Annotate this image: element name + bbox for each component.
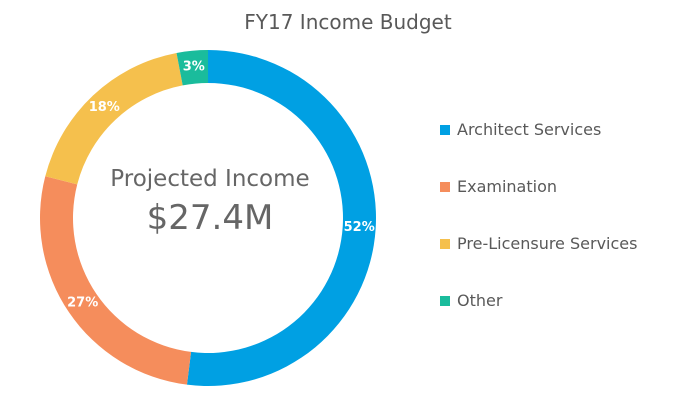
slice-label: 27% bbox=[67, 296, 98, 311]
legend-label: Pre-Licensure Services bbox=[457, 234, 638, 253]
slice-pre-licensure-services bbox=[45, 52, 183, 185]
chart-title: FY17 Income Budget bbox=[244, 10, 452, 34]
legend-label: Examination bbox=[457, 177, 558, 196]
slice-other bbox=[176, 50, 208, 86]
legend-swatch bbox=[440, 239, 450, 249]
center-value: $27.4M bbox=[146, 198, 274, 238]
slice-architect-services bbox=[186, 49, 377, 386]
legend-swatch bbox=[440, 125, 450, 135]
legend-item-examination: Examination bbox=[440, 175, 690, 232]
legend-item-pre-licensure-services: Pre-Licensure Services bbox=[440, 232, 690, 289]
legend-item-architect-services: Architect Services bbox=[440, 118, 690, 175]
slice-label: 18% bbox=[89, 100, 120, 115]
legend-swatch bbox=[440, 296, 450, 306]
slice-label: 52% bbox=[344, 220, 375, 235]
slice-label: 3% bbox=[183, 60, 205, 75]
legend: Architect Services Examination Pre-Licen… bbox=[440, 118, 690, 346]
legend-item-other: Other bbox=[440, 289, 690, 346]
center-label: Projected Income bbox=[110, 166, 310, 192]
center-summary: Projected Income $27.4M bbox=[110, 164, 310, 240]
legend-label: Other bbox=[457, 291, 503, 310]
donut-chart: 52% 27% 18% 3% bbox=[40, 49, 377, 386]
legend-label: Architect Services bbox=[457, 120, 602, 139]
legend-swatch bbox=[440, 182, 450, 192]
slice-examination bbox=[40, 176, 192, 385]
